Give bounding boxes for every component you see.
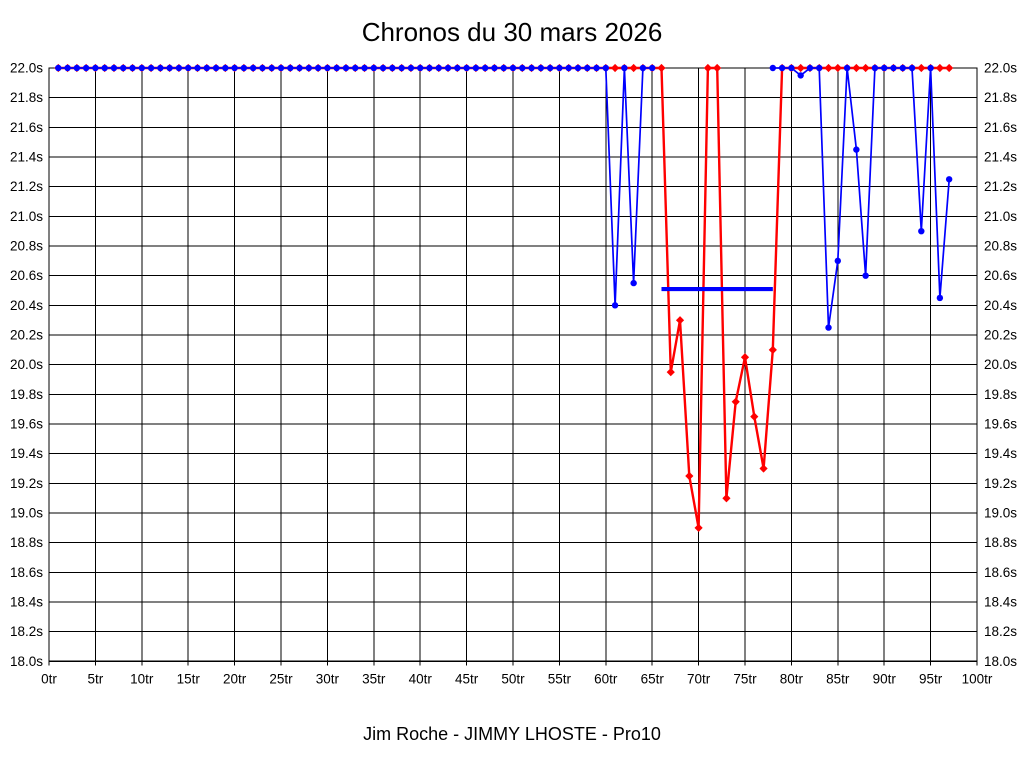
- svg-text:19.6s: 19.6s: [10, 417, 43, 432]
- svg-text:20.2s: 20.2s: [10, 328, 43, 343]
- svg-text:25tr: 25tr: [269, 671, 293, 686]
- svg-text:45tr: 45tr: [455, 671, 479, 686]
- svg-text:20.4s: 20.4s: [984, 298, 1017, 313]
- svg-text:19.0s: 19.0s: [984, 506, 1017, 521]
- svg-text:65tr: 65tr: [641, 671, 665, 686]
- svg-text:18.4s: 18.4s: [984, 595, 1017, 610]
- svg-text:21.2s: 21.2s: [10, 179, 43, 194]
- x-axis-labels: 0tr 5tr 10tr 15tr 20tr 25tr 30tr 35tr 40tr 45tr 50…: [41, 671, 993, 686]
- svg-text:18.2s: 18.2s: [10, 624, 43, 639]
- svg-text:20.2s: 20.2s: [984, 328, 1017, 343]
- svg-text:19.8s: 19.8s: [984, 387, 1017, 402]
- svg-text:19.2s: 19.2s: [10, 476, 43, 491]
- svg-text:20.8s: 20.8s: [10, 239, 43, 254]
- svg-text:50tr: 50tr: [501, 671, 525, 686]
- svg-text:19.4s: 19.4s: [10, 446, 43, 461]
- blue-series-markers: [55, 64, 953, 331]
- svg-text:21.8s: 21.8s: [10, 90, 43, 105]
- svg-text:21.0s: 21.0s: [10, 209, 43, 224]
- svg-text:18.8s: 18.8s: [10, 535, 43, 550]
- y-axis-left-labels: 22.0s 21.8s 21.6s 21.4s 21.2s 21.0s 20.8s 20.6s…: [10, 61, 43, 669]
- svg-text:21.6s: 21.6s: [984, 120, 1017, 135]
- svg-text:10tr: 10tr: [130, 671, 154, 686]
- svg-text:20.0s: 20.0s: [984, 357, 1017, 372]
- svg-text:21.0s: 21.0s: [984, 209, 1017, 224]
- svg-text:35tr: 35tr: [362, 671, 386, 686]
- svg-text:100tr: 100tr: [962, 671, 993, 686]
- svg-text:19.0s: 19.0s: [10, 506, 43, 521]
- svg-text:21.6s: 21.6s: [10, 120, 43, 135]
- svg-text:5tr: 5tr: [88, 671, 104, 686]
- chart-title: Chronos du 30 mars 2026: [361, 17, 663, 47]
- svg-text:20.6s: 20.6s: [10, 268, 43, 283]
- svg-text:18.8s: 18.8s: [984, 535, 1017, 550]
- chart-subtitle: Jim Roche - JIMMY LHOSTE - Pro10: [363, 724, 661, 744]
- svg-text:18.6s: 18.6s: [10, 565, 43, 580]
- svg-text:15tr: 15tr: [177, 671, 201, 686]
- svg-text:20.0s: 20.0s: [10, 357, 43, 372]
- svg-text:19.6s: 19.6s: [984, 417, 1017, 432]
- svg-text:18.4s: 18.4s: [10, 595, 43, 610]
- grid-lines: [49, 68, 977, 662]
- y-axis-right-labels: 22.0s 21.8s 21.6s 21.4s 21.2s 21.0s 20.8s 20.6s…: [984, 61, 1017, 669]
- svg-text:19.8s: 19.8s: [10, 387, 43, 402]
- svg-text:22.0s: 22.0s: [10, 61, 43, 76]
- svg-text:75tr: 75tr: [733, 671, 757, 686]
- svg-text:18.0s: 18.0s: [984, 654, 1017, 669]
- svg-text:21.4s: 21.4s: [984, 150, 1017, 165]
- svg-text:85tr: 85tr: [826, 671, 850, 686]
- svg-text:30tr: 30tr: [316, 671, 340, 686]
- svg-text:19.2s: 19.2s: [984, 476, 1017, 491]
- svg-text:20.4s: 20.4s: [10, 298, 43, 313]
- svg-text:18.6s: 18.6s: [984, 565, 1017, 580]
- svg-text:55tr: 55tr: [548, 671, 572, 686]
- svg-text:0tr: 0tr: [41, 671, 57, 686]
- svg-text:22.0s: 22.0s: [984, 61, 1017, 76]
- svg-text:21.2s: 21.2s: [984, 179, 1017, 194]
- svg-text:21.8s: 21.8s: [984, 90, 1017, 105]
- svg-text:20.8s: 20.8s: [984, 239, 1017, 254]
- svg-text:90tr: 90tr: [873, 671, 897, 686]
- svg-text:21.4s: 21.4s: [10, 150, 43, 165]
- svg-text:40tr: 40tr: [409, 671, 433, 686]
- red-series-line: [58, 66, 950, 530]
- blue-series-line: [58, 67, 951, 329]
- svg-text:70tr: 70tr: [687, 671, 711, 686]
- svg-text:18.2s: 18.2s: [984, 624, 1017, 639]
- svg-text:95tr: 95tr: [919, 671, 943, 686]
- svg-text:20.6s: 20.6s: [984, 268, 1017, 283]
- red-series-markers: [54, 63, 954, 532]
- svg-text:80tr: 80tr: [780, 671, 804, 686]
- svg-text:18.0s: 18.0s: [10, 654, 43, 669]
- svg-text:60tr: 60tr: [594, 671, 618, 686]
- svg-text:19.4s: 19.4s: [984, 446, 1017, 461]
- svg-text:20tr: 20tr: [223, 671, 247, 686]
